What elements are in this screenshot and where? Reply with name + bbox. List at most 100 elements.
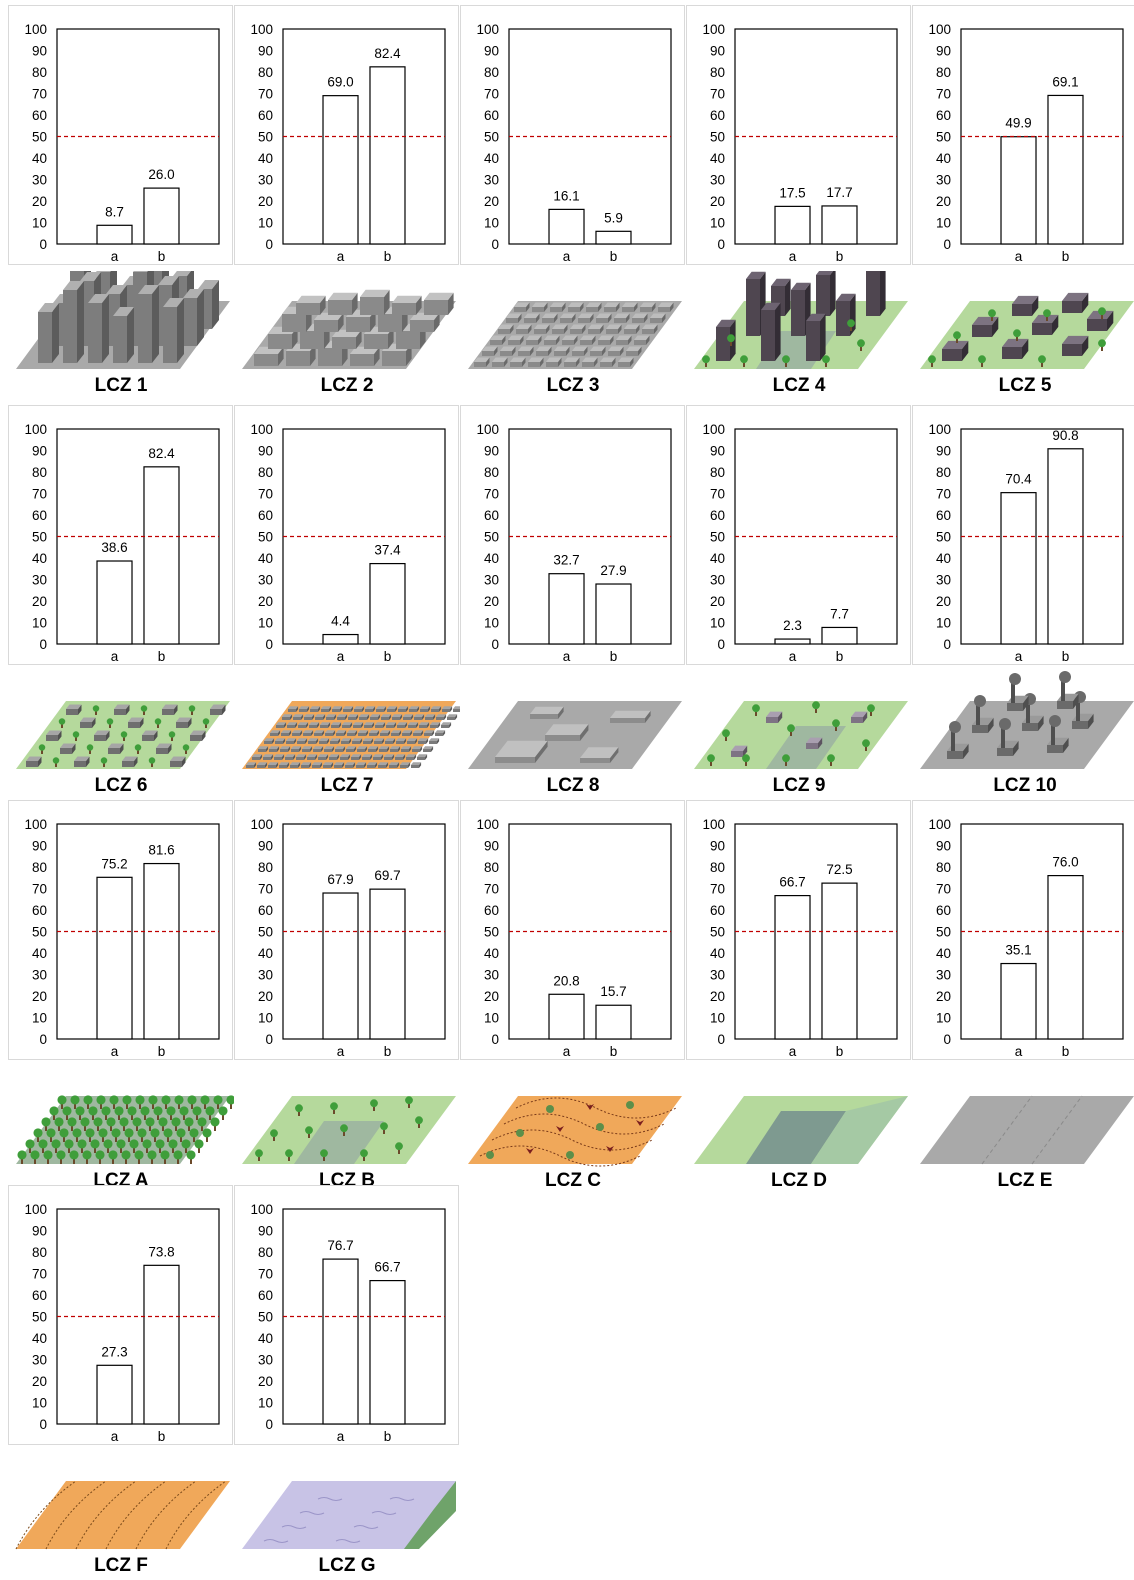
y-tick-label: 20 <box>710 594 725 609</box>
y-tick-label: 60 <box>936 903 951 918</box>
y-tick-label: 80 <box>258 65 273 80</box>
lcz-panel: 0 10 20 30 40 50 60 70 80 90 100 69.0 a 82.4 b LCZ 2 <box>234 5 460 400</box>
bar-chart-svg: 0 10 20 30 40 50 60 70 80 90 100 66.7 a 72.5 b <box>702 817 898 1059</box>
bar-a <box>548 573 585 645</box>
x-tick-label: b <box>610 649 618 664</box>
y-tick-label: 80 <box>936 465 951 480</box>
y-tick-label: 10 <box>710 616 725 631</box>
ground-plane <box>242 1481 456 1549</box>
y-tick-label: 0 <box>943 637 951 652</box>
bar-value-label: 49.9 <box>1005 116 1031 131</box>
y-tick-label: 60 <box>936 108 951 123</box>
y-tick-label: 80 <box>710 65 725 80</box>
bar-chart-svg: 0 10 20 30 40 50 60 70 80 90 100 32.7 a 27.9 b <box>476 422 672 664</box>
y-tick-label: 50 <box>258 925 273 940</box>
y-tick-label: 70 <box>710 882 725 897</box>
y-tick-label: 60 <box>710 903 725 918</box>
y-tick-label: 50 <box>32 925 47 940</box>
y-tick-label: 60 <box>258 1288 273 1303</box>
bar-a <box>322 892 359 1040</box>
y-tick-label: 60 <box>484 508 499 523</box>
y-tick-label: 50 <box>710 530 725 545</box>
y-tick-label: 50 <box>484 130 499 145</box>
y-tick-label: 0 <box>717 237 725 252</box>
x-tick-label: a <box>337 1044 345 1059</box>
y-tick-label: 80 <box>32 65 47 80</box>
lcz-panel: 0 10 20 30 40 50 60 70 80 90 100 76.7 a 66.7 b LCZ G <box>234 1185 460 1580</box>
bar-chart-svg: 0 10 20 30 40 50 60 70 80 90 100 2.3 a 7.7 b <box>702 422 898 664</box>
y-tick-label: 100 <box>250 22 273 37</box>
x-tick-label: b <box>384 1044 392 1059</box>
y-tick-label: 30 <box>484 968 499 983</box>
lcz-label: LCZ 9 <box>772 775 826 796</box>
y-tick-label: 50 <box>258 1310 273 1325</box>
bar-a <box>1000 962 1037 1040</box>
y-tick-label: 20 <box>258 594 273 609</box>
y-tick-label: 30 <box>710 173 725 188</box>
x-tick-label: a <box>111 649 119 664</box>
y-tick-label: 60 <box>710 508 725 523</box>
y-tick-label: 10 <box>32 1011 47 1026</box>
y-tick-label: 90 <box>484 839 499 854</box>
x-tick-label: a <box>111 1429 119 1444</box>
y-tick-label: 70 <box>710 487 725 502</box>
lcz-panel: 0 10 20 30 40 50 60 70 80 90 100 38.6 a 82.4 b LCZ 6 <box>8 405 234 800</box>
y-tick-label: 60 <box>484 903 499 918</box>
y-tick-label: 20 <box>32 1374 47 1389</box>
y-tick-label: 40 <box>484 946 499 961</box>
ground-plane <box>468 1096 682 1164</box>
lcz-illustration <box>242 289 456 369</box>
x-tick-label: b <box>836 649 844 664</box>
y-tick-label: 70 <box>258 882 273 897</box>
y-tick-label: 40 <box>258 551 273 566</box>
y-tick-label: 0 <box>265 237 273 252</box>
y-tick-label: 70 <box>32 1267 47 1282</box>
bar-a <box>96 560 133 645</box>
x-tick-label: a <box>789 249 797 264</box>
lcz-illustration <box>16 1095 234 1164</box>
bar-value-label: 27.9 <box>600 563 626 578</box>
bar-value-label: 90.8 <box>1052 428 1078 443</box>
y-tick-label: 40 <box>258 151 273 166</box>
y-tick-label: 80 <box>936 65 951 80</box>
y-tick-label: 30 <box>936 573 951 588</box>
bar-b <box>821 882 858 1040</box>
bar-b <box>143 466 180 645</box>
y-tick-label: 90 <box>258 1224 273 1239</box>
y-tick-label: 90 <box>32 1224 47 1239</box>
bar-value-label: 4.4 <box>331 614 350 629</box>
y-tick-label: 70 <box>258 487 273 502</box>
lcz-panel: 0 10 20 30 40 50 60 70 80 90 100 66.7 a 72.5 b LCZ D <box>686 800 912 1195</box>
y-tick-label: 30 <box>258 573 273 588</box>
lcz-panel: 0 10 20 30 40 50 60 70 80 90 100 17.5 a 17.7 b LCZ 4 <box>686 5 912 400</box>
y-tick-label: 40 <box>32 551 47 566</box>
bar-value-label: 66.7 <box>779 875 805 890</box>
y-tick-label: 70 <box>710 87 725 102</box>
y-tick-label: 70 <box>484 487 499 502</box>
y-tick-label: 10 <box>484 1011 499 1026</box>
y-tick-label: 60 <box>32 903 47 918</box>
y-tick-label: 60 <box>484 108 499 123</box>
bar-a <box>322 95 359 245</box>
y-tick-label: 40 <box>710 946 725 961</box>
y-tick-label: 90 <box>484 44 499 59</box>
bar-chart-svg: 0 10 20 30 40 50 60 70 80 90 100 17.5 a 17.7 b <box>702 22 898 264</box>
bar-value-label: 7.7 <box>830 606 849 621</box>
y-tick-label: 30 <box>258 173 273 188</box>
lcz-panel: 0 10 20 30 40 50 60 70 80 90 100 32.7 a 27.9 b LCZ 8 <box>460 405 686 800</box>
y-tick-label: 50 <box>936 530 951 545</box>
bar-value-label: 2.3 <box>783 618 802 633</box>
y-tick-label: 0 <box>39 237 47 252</box>
y-tick-label: 100 <box>928 817 951 832</box>
bar-a <box>774 638 811 645</box>
y-tick-label: 50 <box>484 925 499 940</box>
lcz-illustration <box>920 671 1134 769</box>
bar-a <box>548 993 585 1040</box>
y-tick-label: 90 <box>710 444 725 459</box>
y-tick-label: 70 <box>258 87 273 102</box>
x-tick-label: b <box>1062 249 1070 264</box>
lcz-illustration <box>694 701 908 769</box>
y-tick-label: 30 <box>484 573 499 588</box>
bar-chart: 0 10 20 30 40 50 60 70 80 90 100 75.2 a 81.6 b <box>8 800 233 1060</box>
y-tick-label: 20 <box>258 1374 273 1389</box>
